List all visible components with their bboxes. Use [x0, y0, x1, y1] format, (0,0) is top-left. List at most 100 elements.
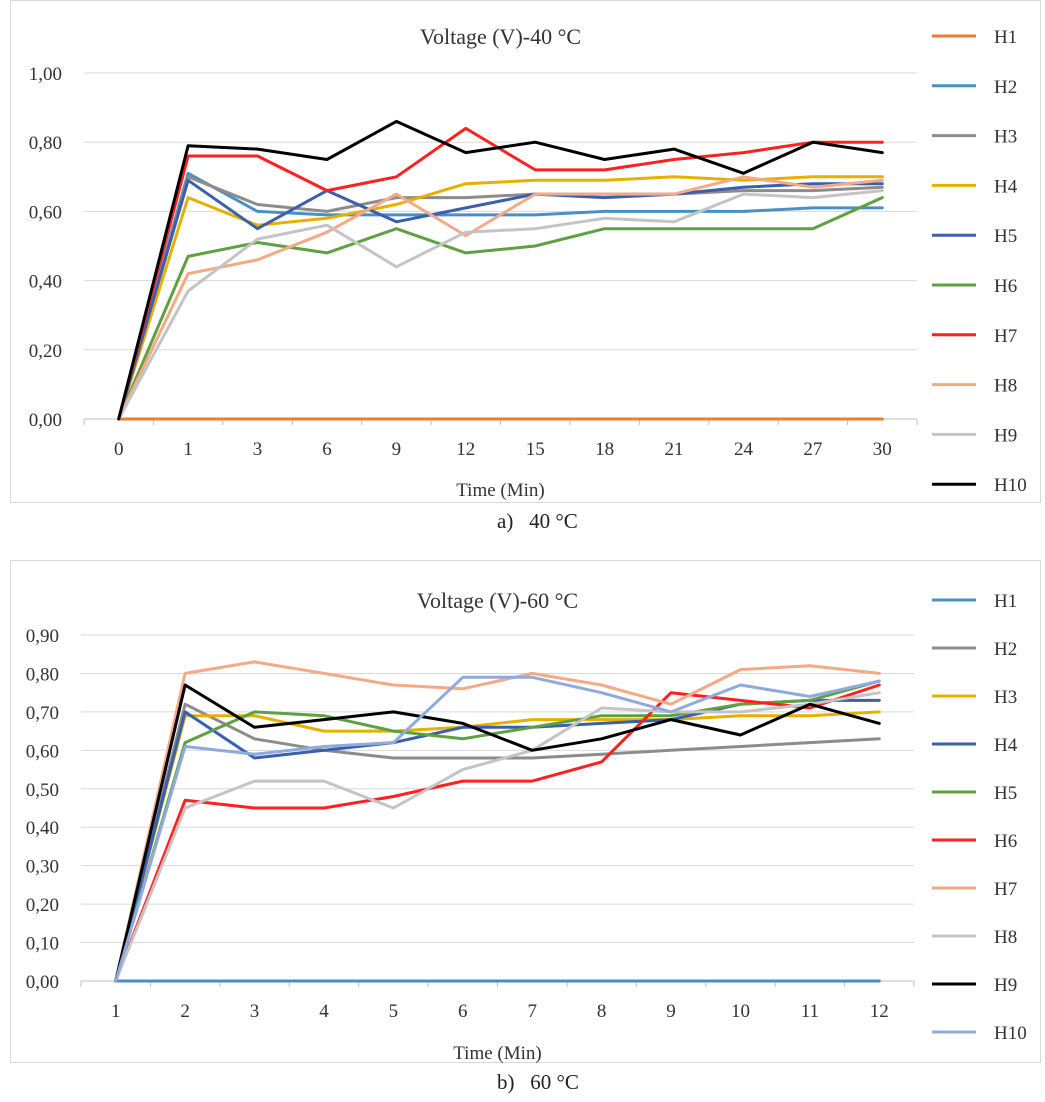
y-tick-label: 0,10 [26, 934, 59, 955]
legend-item: H3 [932, 687, 1017, 708]
caption-40c: a) 40 °C [497, 509, 578, 533]
y-tick-label: 0,30 [26, 857, 59, 878]
x-tick-label: 12 [870, 1001, 889, 1022]
x-tick-label: 21 [665, 439, 684, 460]
legend-item: H6 [932, 831, 1017, 852]
chart-title: Voltage (V)-60 °C [417, 588, 578, 613]
x-tick-label: 27 [803, 439, 822, 460]
chart-60c: Voltage (V)-60 °C 0,00 0,10 0,20 0,30 0,40 0,5… [10, 560, 1041, 1064]
x-tick-label: 5 [389, 1001, 399, 1022]
legend-item: H3 [932, 127, 1017, 148]
legend-item: H4 [932, 735, 1018, 756]
chart-border [10, 560, 1041, 1063]
legend-item: H5 [932, 226, 1017, 247]
legend-label: H9 [994, 425, 1017, 446]
series-line-h10 [114, 675, 881, 983]
series-line-h2 [114, 702, 881, 983]
y-tick-label: 0,60 [29, 202, 62, 223]
x-tick-label: 30 [873, 439, 892, 460]
x-tick-label: 1 [183, 439, 193, 460]
series-line-h5 [114, 679, 881, 983]
y-tick-label: 0,80 [29, 133, 62, 154]
x-axis-label: Time (Min) [453, 1043, 542, 1064]
y-tick-label: 0,60 [26, 741, 59, 762]
legend-item: H5 [932, 783, 1017, 804]
legend-label: H5 [994, 783, 1017, 804]
series-line-h4 [114, 698, 881, 983]
chart-border [10, 0, 1041, 503]
legend-label: H8 [994, 376, 1017, 397]
x-axis-label: Time (Min) [456, 480, 545, 501]
legend-label: H4 [994, 735, 1018, 756]
legend-item: H1 [932, 27, 1017, 48]
legend-item: H9 [932, 425, 1017, 446]
x-tick-label: 24 [734, 439, 754, 460]
x-tick-label: 6 [322, 439, 332, 460]
x-tick-label: 0 [114, 439, 124, 460]
legend-label: H4 [994, 176, 1018, 197]
legend-item: H7 [932, 879, 1017, 900]
y-tick-label: 1,00 [29, 64, 62, 85]
chart-40c: Voltage (V)-40 °C 0,00 0,20 0,40 0,60 0,80 1,0… [10, 0, 1041, 503]
chart-title: Voltage (V)-40 °C [420, 24, 581, 49]
legend-item: H10 [932, 1023, 1027, 1044]
legend-item: H8 [932, 376, 1017, 397]
legend-label: H7 [994, 879, 1017, 900]
series-line-h8 [117, 175, 884, 421]
legend-item: H6 [932, 276, 1017, 297]
legend-label: H2 [994, 77, 1017, 98]
legend-label: H6 [994, 831, 1017, 852]
x-tick-label: 12 [456, 439, 475, 460]
x-tick-label: 10 [731, 1001, 750, 1022]
legend-label: H10 [994, 1023, 1027, 1044]
x-tick-label: 8 [597, 1001, 607, 1022]
legend-label: H6 [994, 276, 1017, 297]
y-tick-label: 0,70 [26, 703, 59, 724]
legend-label: H3 [994, 127, 1017, 148]
legend-item: H1 [932, 591, 1017, 612]
y-tick-label: 0,00 [26, 972, 59, 993]
x-tick-label: 6 [458, 1001, 468, 1022]
legend-item: H4 [932, 176, 1018, 197]
legend-label: H5 [994, 226, 1017, 247]
x-tick-label: 1 [111, 1001, 121, 1022]
x-tick-label: 9 [666, 1001, 676, 1022]
caption-60c: b) 60 °C [497, 1070, 579, 1094]
legend-item: H9 [932, 975, 1017, 996]
legend-label: H8 [994, 927, 1017, 948]
series-line-h3 [117, 175, 884, 421]
chart-panel-40c: Voltage (V)-40 °C 0,00 0,20 0,40 0,60 0,80 1,0… [0, 0, 1045, 545]
x-tick-label: 18 [595, 439, 614, 460]
x-tick-label: 15 [526, 439, 545, 460]
y-tick-label: 0,00 [29, 410, 62, 431]
series-line-h10 [117, 119, 884, 421]
legend-item: H2 [932, 639, 1017, 660]
legend-item: H7 [932, 326, 1017, 347]
chart-panel-60c: Voltage (V)-60 °C 0,00 0,10 0,20 0,30 0,40 0,5… [0, 560, 1045, 1102]
legend-label: H10 [994, 475, 1027, 496]
legend-label: H7 [994, 326, 1017, 347]
y-tick-label: 0,50 [26, 780, 59, 801]
series-line-h6 [117, 196, 884, 421]
series-line-h8 [114, 691, 881, 983]
legend-label: H1 [994, 27, 1017, 48]
series-line-h7 [114, 660, 881, 983]
legend-item: H8 [932, 927, 1017, 948]
y-tick-label: 0,20 [26, 895, 59, 916]
legend-label: H9 [994, 975, 1017, 996]
legend-label: H3 [994, 687, 1017, 708]
y-tick-label: 0,90 [26, 626, 59, 647]
x-tick-label: 4 [319, 1001, 329, 1022]
series-line-h7 [117, 126, 884, 421]
legend-item: H10 [932, 475, 1027, 496]
x-tick-label: 9 [392, 439, 402, 460]
y-tick-label: 0,40 [26, 818, 59, 839]
x-tick-label: 3 [250, 1001, 260, 1022]
series-line-h9 [117, 189, 884, 421]
x-tick-label: 7 [527, 1001, 537, 1022]
x-tick-label: 2 [180, 1001, 190, 1022]
y-tick-label: 0,80 [26, 664, 59, 685]
x-tick-label: 11 [801, 1001, 819, 1022]
legend-label: H2 [994, 639, 1017, 660]
y-tick-label: 0,40 [29, 272, 62, 293]
